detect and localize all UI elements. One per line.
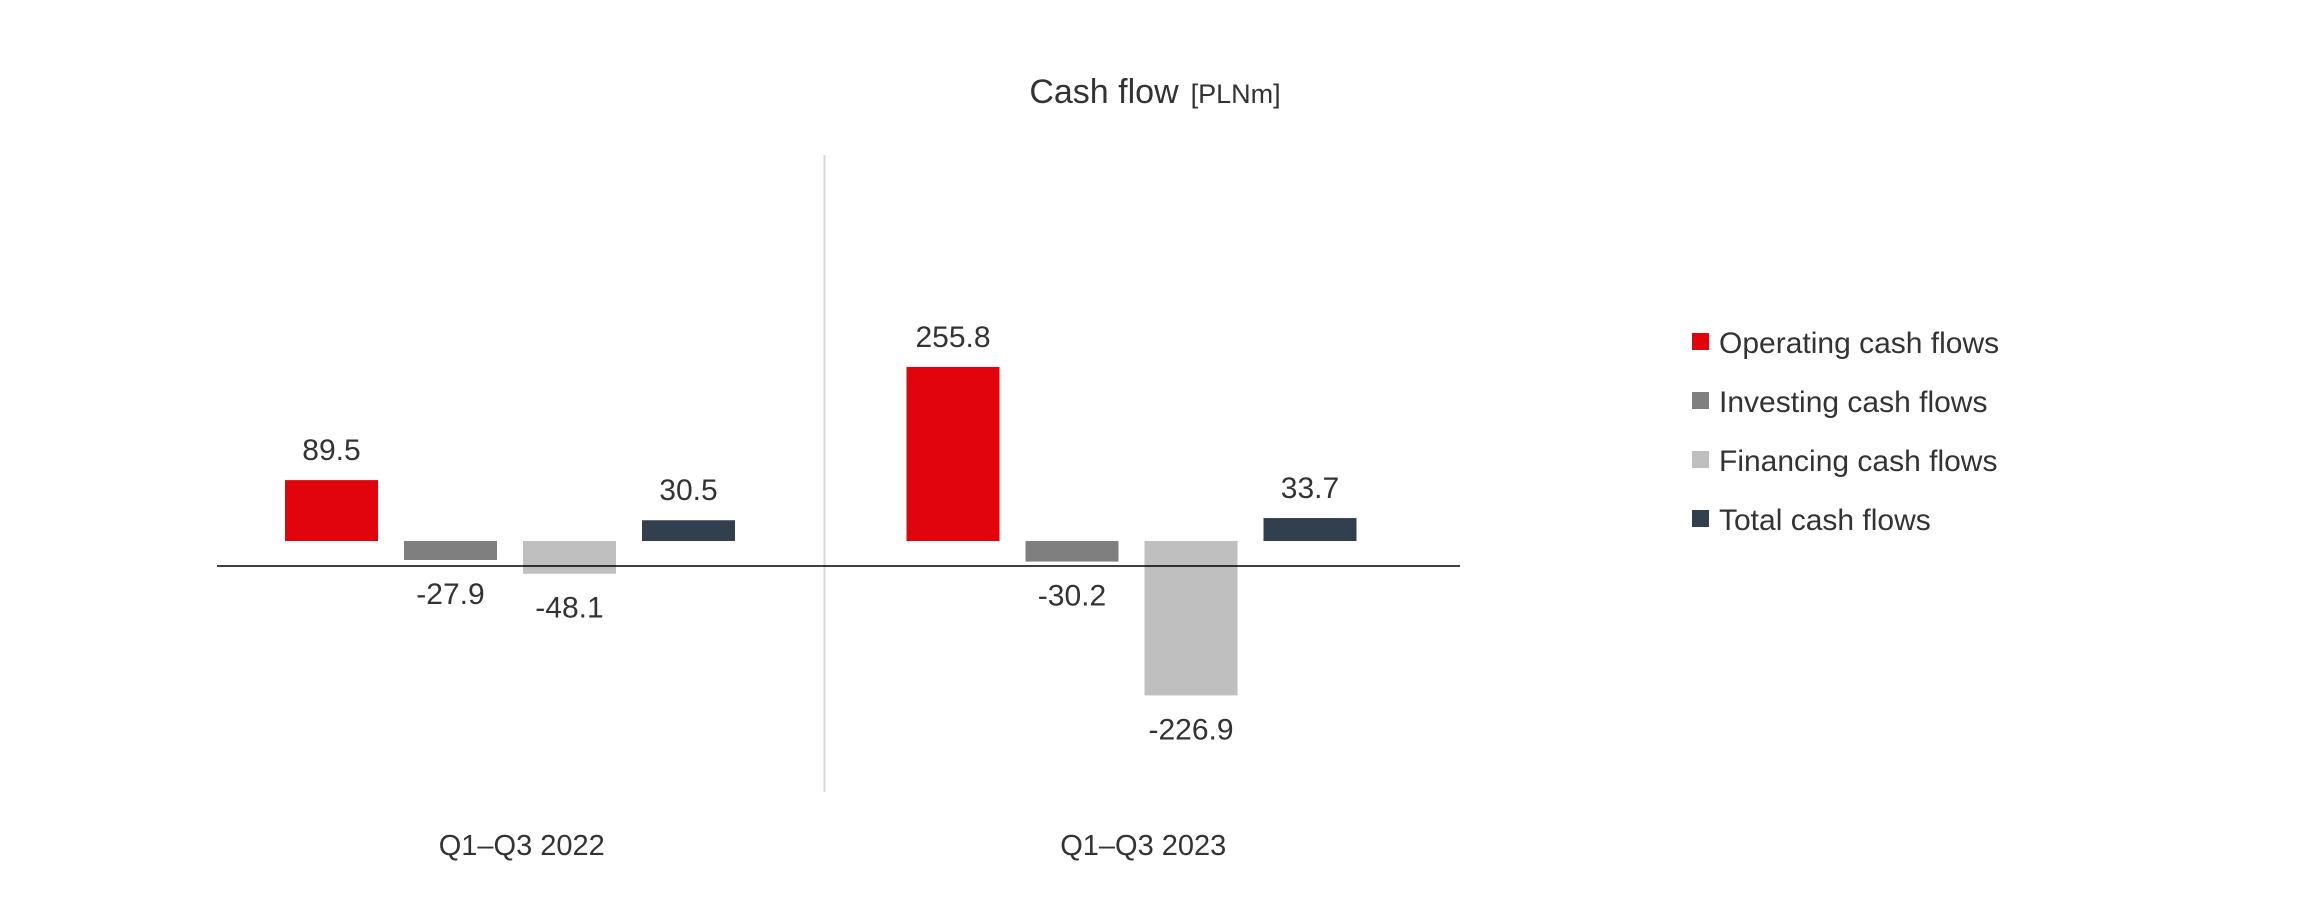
legend-label: Financing cash flows <box>1719 445 1997 478</box>
category-label: Q1–Q3 2023 <box>1060 830 1226 862</box>
data-label: 33.7 <box>1281 472 1339 505</box>
data-label: 89.5 <box>302 434 360 467</box>
legend-label: Investing cash flows <box>1719 386 1987 419</box>
chart-title-main: Cash flow <box>1029 73 1179 111</box>
data-label: 30.5 <box>659 474 717 507</box>
chart-title-unit: [PLNm] <box>1191 79 1281 109</box>
bar-operating-cash-flows-0 <box>285 480 378 541</box>
bar-investing-cash-flows-1 <box>1025 541 1119 562</box>
bar-financing-cash-flows-1 <box>1144 541 1238 696</box>
chart-title: Cash flow [PLNm] <box>1029 73 1280 111</box>
legend-swatch <box>1692 451 1709 468</box>
plot-area: 89.5 -27.9 -48.1 30.5 Q1–Q3 2022 255.8 -30.2 -2… <box>217 155 1460 862</box>
bar-investing-cash-flows-0 <box>404 541 497 560</box>
data-label: -30.2 <box>1038 580 1106 613</box>
legend-swatch <box>1692 510 1709 527</box>
legend: Operating cash flows Investing cash flows… <box>1692 327 1999 537</box>
data-label: 255.8 <box>915 321 990 354</box>
bar-total-cash-flows-1 <box>1263 518 1357 541</box>
legend-swatch <box>1692 392 1709 409</box>
category-label: Q1–Q3 2022 <box>439 830 605 862</box>
legend-label: Total cash flows <box>1719 504 1931 537</box>
data-label: -226.9 <box>1148 713 1233 746</box>
legend-swatch <box>1692 333 1709 350</box>
data-label: -48.1 <box>535 592 603 625</box>
bar-total-cash-flows-0 <box>642 520 735 541</box>
bar-operating-cash-flows-1 <box>906 366 1000 541</box>
bar-financing-cash-flows-0 <box>523 541 616 574</box>
legend-label: Operating cash flows <box>1719 327 1999 360</box>
data-label: -27.9 <box>416 578 484 611</box>
